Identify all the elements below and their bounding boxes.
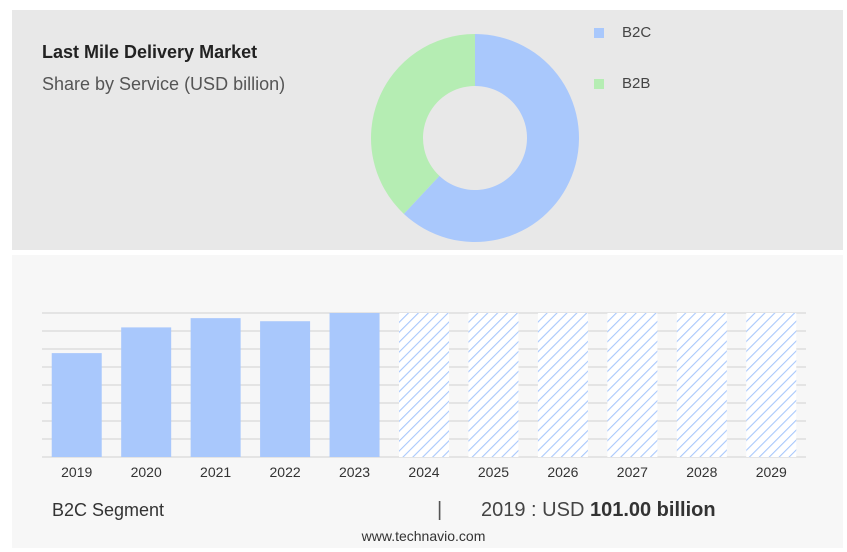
legend-swatch-b2c <box>594 27 604 38</box>
segment-label: B2C Segment <box>52 500 165 520</box>
bar-2023 <box>329 313 380 457</box>
x-tick-label-2022: 2022 <box>270 464 301 480</box>
x-tick-label-2026: 2026 <box>547 464 578 480</box>
x-tick-label-2025: 2025 <box>478 464 509 480</box>
donut-chart <box>370 34 579 242</box>
segment-value-amount: 101.00 billion <box>589 499 716 521</box>
bar-2022 <box>260 321 311 457</box>
bar-2027 <box>607 313 658 457</box>
chart-subtitle: Share by Service (USD billion) <box>42 74 286 94</box>
legend-item-b2c: B2C <box>594 24 651 41</box>
x-tick-label-2019: 2019 <box>61 464 92 480</box>
legend-label-b2c: B2C <box>622 24 652 41</box>
bar-2024 <box>399 313 449 457</box>
bar-2026 <box>537 313 588 457</box>
bar-2020 <box>121 327 172 457</box>
x-tick-label-2021: 2021 <box>200 464 231 480</box>
segment-value: 2019 : USD 101.00 billion <box>481 499 716 522</box>
bar-2028 <box>676 313 727 457</box>
bar-2021 <box>190 318 241 457</box>
chart-title: Last Mile Delivery Market <box>42 42 258 62</box>
source-link[interactable]: www.technavio.com <box>361 528 486 544</box>
donut-slice-b2b <box>370 34 475 214</box>
donut-slice-b2c <box>403 34 579 242</box>
legend-swatch-b2b <box>594 78 604 89</box>
x-tick-label-2027: 2027 <box>617 464 648 480</box>
bar-2019 <box>51 353 102 457</box>
x-tick-label-2020: 2020 <box>131 464 162 480</box>
x-tick-label-2023: 2023 <box>339 464 370 480</box>
legend-item-b2b: B2B <box>594 75 650 92</box>
legend-label-b2b: B2B <box>622 75 651 92</box>
x-tick-label-2029: 2029 <box>756 464 787 480</box>
segment-year-prefix: 2019 : USD <box>481 499 585 521</box>
bar-2029 <box>746 313 797 457</box>
x-tick-label-2028: 2028 <box>686 464 717 480</box>
footer-divider: | <box>437 499 443 521</box>
x-tick-label-2024: 2024 <box>408 464 439 480</box>
bar-chart: 2019 2020 2021 2022 2023 2024 2025 2026 2027 2028… <box>42 312 806 480</box>
bar-2025 <box>468 313 519 457</box>
